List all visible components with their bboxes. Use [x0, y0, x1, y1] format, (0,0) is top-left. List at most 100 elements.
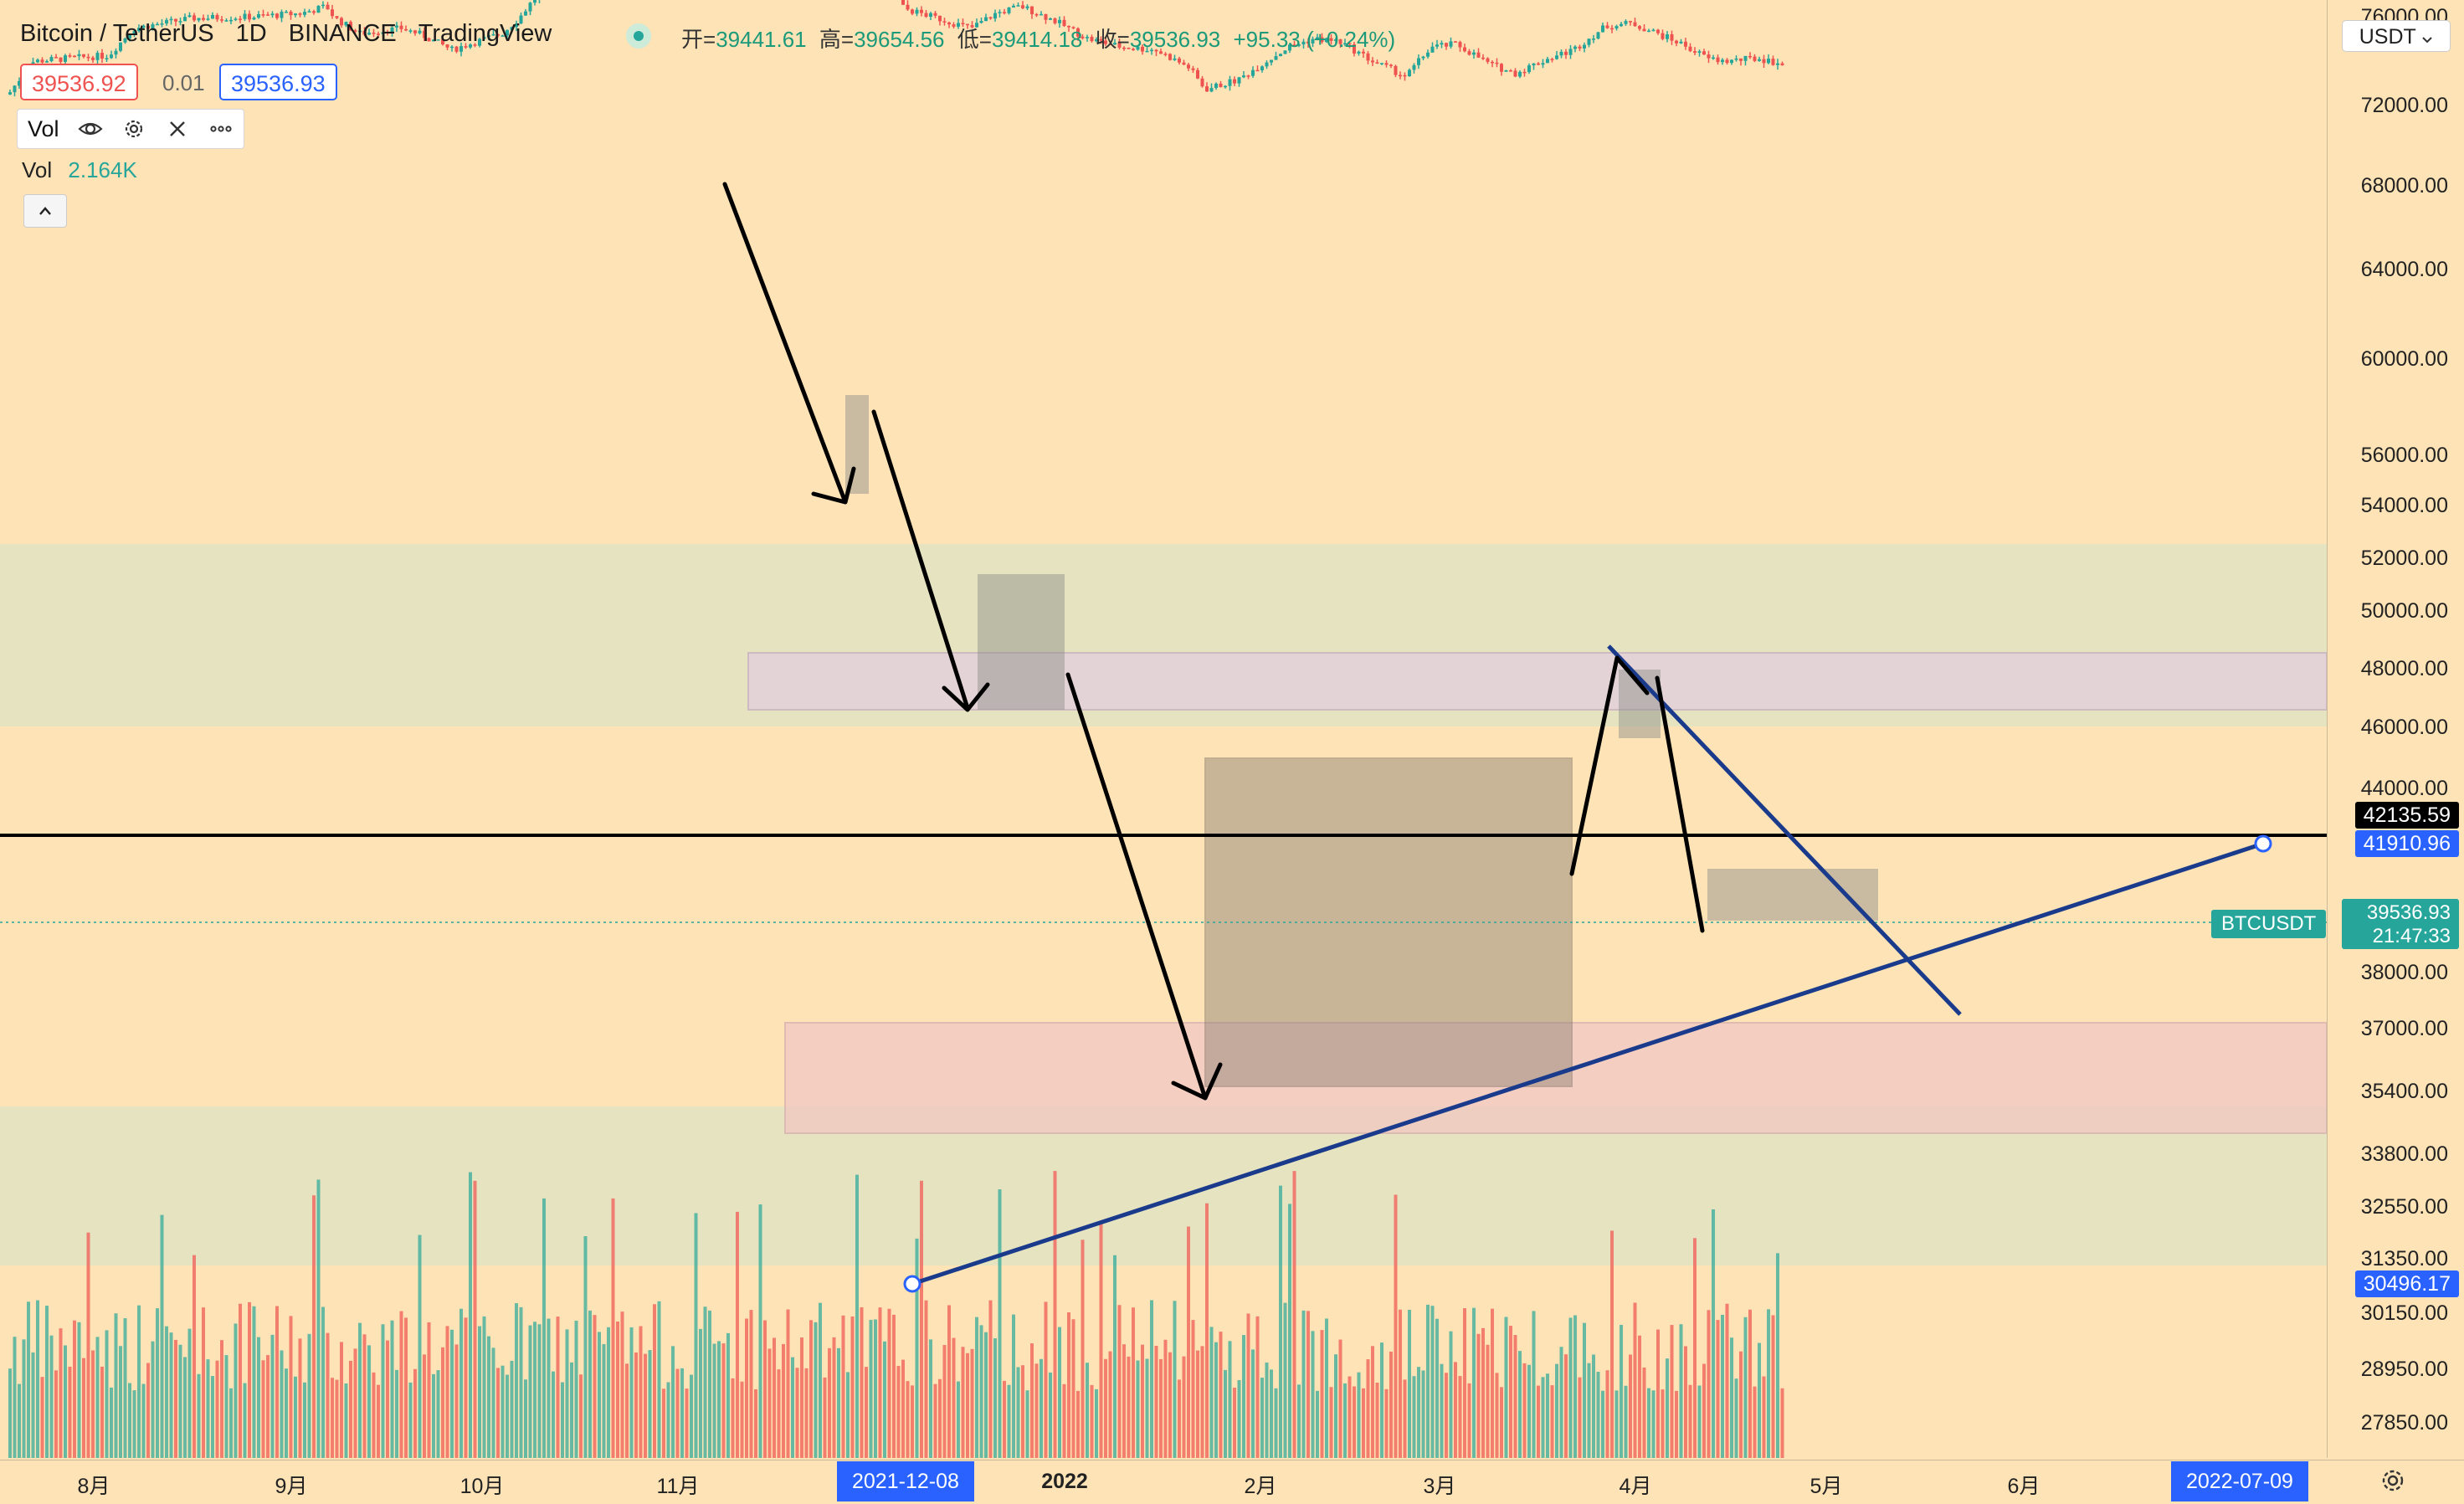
candle-body: [1776, 63, 1779, 65]
time-tick: 9月: [275, 1475, 308, 1498]
volume-bar: [1495, 1373, 1499, 1458]
candle-body: [110, 54, 113, 59]
volume-bar: [1265, 1362, 1269, 1458]
currency-select[interactable]: USDT: [2342, 20, 2451, 52]
volume-bar: [261, 1360, 265, 1458]
volume-bar: [1780, 1388, 1784, 1458]
volume-bar: [1122, 1344, 1126, 1458]
time-axis[interactable]: [0, 1460, 2464, 1504]
last-price-value: 39536.93: [2366, 901, 2451, 924]
candle-body: [1329, 38, 1333, 41]
volume-bar: [1150, 1300, 1153, 1458]
price-axis[interactable]: 76000.00 72000.00 68000.00 64000.00 60000.0…: [2327, 0, 2464, 1458]
candle-body: [73, 55, 76, 58]
collapse-button[interactable]: [23, 194, 67, 228]
candle-body: [1403, 74, 1407, 77]
volume-bar: [445, 1326, 449, 1458]
candle-body: [1596, 32, 1600, 39]
volume-bar: [59, 1328, 63, 1458]
candle-body: [224, 20, 228, 22]
horizontal-line-price-label: 42135.59: [2354, 802, 2459, 829]
volume-bar: [1568, 1317, 1573, 1458]
candle-body: [998, 12, 1002, 13]
candle-body: [1467, 51, 1471, 55]
candle-body: [358, 30, 362, 33]
gear-icon[interactable]: [121, 116, 146, 141]
volume-bar: [496, 1368, 500, 1458]
volume-bar: [570, 1362, 573, 1458]
volume-bar: [1670, 1325, 1674, 1458]
price-tick: 27850.00: [2360, 1411, 2448, 1435]
candle-body: [229, 19, 233, 22]
candle-body: [482, 37, 486, 39]
volume-bar: [671, 1346, 675, 1458]
candle-body: [1030, 6, 1034, 14]
volume-bar: [423, 1354, 426, 1458]
volume-bar: [18, 1383, 21, 1458]
volume-bar: [1371, 1346, 1374, 1458]
candle-body: [1191, 68, 1195, 70]
volume-bar: [574, 1321, 578, 1458]
interval-label[interactable]: 1D: [235, 20, 267, 47]
volume-bar: [243, 1383, 247, 1458]
volume-bar: [183, 1357, 187, 1458]
price-tick: 38000.00: [2360, 961, 2448, 984]
volume-bar: [469, 1172, 472, 1458]
candle-body: [211, 14, 214, 19]
volume-bar: [699, 1328, 702, 1458]
volume-bar: [1076, 1390, 1080, 1458]
volume-bar: [841, 1315, 845, 1458]
volume-bar: [1583, 1322, 1586, 1458]
candle-body: [1495, 62, 1499, 64]
volume-bar: [432, 1373, 435, 1458]
time-tick: 8月: [77, 1475, 110, 1498]
volume-bar: [1246, 1313, 1250, 1458]
volume-bar: [1049, 1372, 1052, 1458]
candle-body: [445, 44, 449, 48]
eye-icon[interactable]: [77, 116, 103, 141]
candle-body: [270, 13, 275, 16]
volume-bar: [141, 1383, 146, 1458]
volume-bar: [1366, 1359, 1370, 1458]
volume-bar: [694, 1213, 698, 1458]
candle-body: [1633, 22, 1637, 27]
more-icon[interactable]: [208, 116, 234, 141]
volume-bar: [1145, 1358, 1149, 1458]
candle-body: [326, 4, 330, 10]
candle-body: [1472, 52, 1476, 55]
candle-body: [1679, 41, 1683, 44]
candle-body: [1246, 75, 1250, 77]
volume-bar: [961, 1347, 965, 1458]
price-tick: 30150.00: [2360, 1301, 2448, 1325]
volume-bar: [1311, 1331, 1315, 1458]
market-status-icon[interactable]: [626, 23, 651, 49]
candle-body: [1214, 83, 1218, 89]
settings-gear-icon[interactable]: [2379, 1466, 2407, 1495]
candle-body: [206, 18, 210, 20]
buy-button[interactable]: 39536.93: [219, 64, 337, 100]
volume-bar: [1375, 1383, 1379, 1458]
candle-body: [1725, 59, 1729, 64]
volume-bar: [1025, 1390, 1029, 1458]
volume-bar: [206, 1359, 210, 1458]
trend-arrow: [722, 182, 856, 505]
volume-bar: [478, 1326, 481, 1458]
candle-body: [40, 59, 44, 63]
symbol-title[interactable]: Bitcoin / TetherUS 1D BINANCE TradingVie…: [20, 20, 552, 48]
volume-bar: [1408, 1309, 1411, 1458]
candle-body: [1573, 46, 1577, 49]
candle-body: [1435, 44, 1439, 47]
candle-body: [1518, 71, 1522, 77]
candle-body: [340, 18, 343, 26]
volume-bar: [77, 1322, 81, 1458]
sell-button[interactable]: 39536.92: [20, 64, 138, 100]
volume-bar: [1090, 1384, 1094, 1458]
volume-bar: [1472, 1307, 1476, 1458]
candle-body: [234, 18, 238, 20]
trend-arrow: [871, 409, 990, 712]
candle-body: [1449, 41, 1453, 47]
close-icon[interactable]: [165, 116, 190, 141]
volume-bar: [1191, 1320, 1195, 1458]
